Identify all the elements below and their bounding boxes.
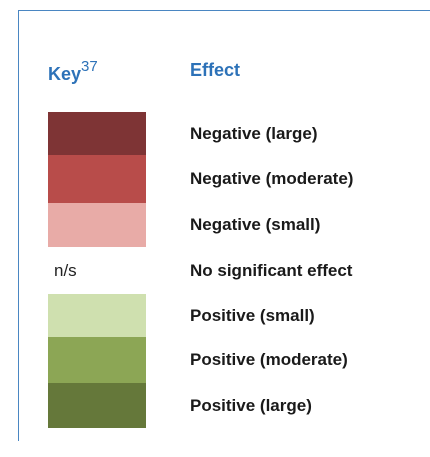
effect-label: Positive (large)	[190, 395, 312, 415]
key-text: Key	[48, 64, 82, 84]
effect-label: Positive (moderate)	[190, 350, 348, 369]
swatch-label: n/s	[54, 260, 77, 280]
color-swatch	[48, 337, 146, 383]
effect-label: No significant effect	[190, 260, 353, 280]
color-swatch	[48, 294, 146, 337]
frame-border	[18, 10, 19, 441]
color-swatch	[48, 155, 146, 203]
frame-border	[18, 10, 430, 11]
color-swatch	[48, 203, 146, 247]
effect-label: Positive (small)	[190, 305, 315, 325]
key-heading: Key37	[48, 58, 98, 85]
effect-label: Negative (small)	[190, 215, 321, 234]
effect-heading: Effect	[190, 60, 241, 80]
effect-label: Negative (moderate)	[190, 169, 354, 188]
color-swatch	[48, 112, 146, 155]
effect-label: Negative (large)	[190, 123, 318, 143]
color-swatch	[48, 383, 146, 428]
footnote-ref: 37	[81, 58, 98, 75]
